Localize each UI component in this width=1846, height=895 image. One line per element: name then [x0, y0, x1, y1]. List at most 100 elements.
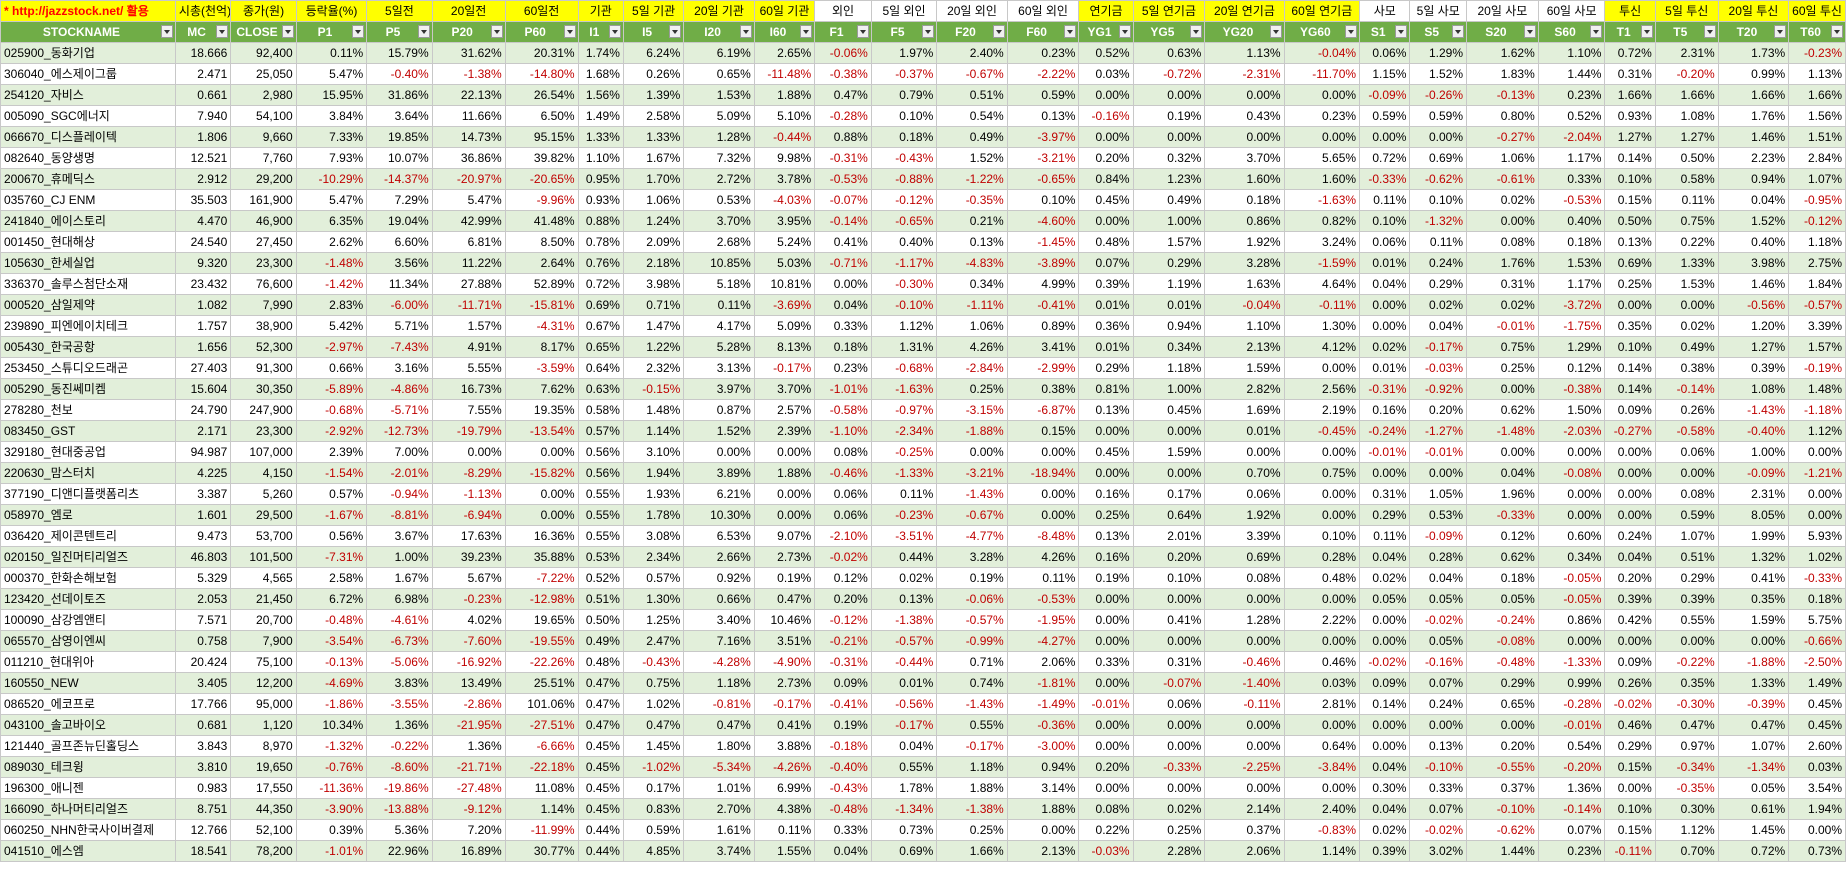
- stock-name-cell[interactable]: 241840_에이스토리: [0, 210, 176, 232]
- filter-dropdown-icon[interactable]: [992, 25, 1005, 38]
- data-cell[interactable]: 22.96%: [366, 840, 433, 862]
- data-cell[interactable]: -2.01%: [366, 462, 433, 484]
- data-cell[interactable]: 2.70%: [683, 798, 755, 820]
- data-cell[interactable]: 7.571: [174, 609, 232, 631]
- data-cell[interactable]: 1.88%: [1006, 798, 1080, 820]
- data-cell[interactable]: 15.95%: [295, 84, 368, 106]
- data-cell[interactable]: 4.64%: [1283, 273, 1361, 295]
- table-row[interactable]: 005290_동진쎄미켐 15.604 30,350 -5.89% -4.86% 16.7…: [0, 378, 1846, 400]
- data-cell[interactable]: 5.36%: [366, 819, 433, 841]
- data-cell[interactable]: 1.29%: [1537, 336, 1606, 358]
- stock-name-cell[interactable]: 020150_일진머티리얼즈: [0, 546, 176, 568]
- data-cell[interactable]: 7.62%: [504, 378, 579, 400]
- data-cell[interactable]: 1.36%: [366, 714, 433, 736]
- data-cell[interactable]: 0.00%: [504, 441, 579, 463]
- data-cell[interactable]: -0.05%: [1537, 567, 1606, 589]
- data-cell[interactable]: 1.53%: [1537, 252, 1606, 274]
- data-cell[interactable]: 0.00%: [1204, 630, 1285, 652]
- data-cell[interactable]: 24.540: [174, 231, 232, 253]
- stock-name-cell[interactable]: 160550_NEW: [0, 672, 176, 694]
- data-cell[interactable]: 6.53%: [683, 525, 755, 547]
- data-cell[interactable]: 1.92%: [1204, 504, 1285, 526]
- data-cell[interactable]: 3.14%: [1006, 777, 1080, 799]
- data-cell[interactable]: 0.00%: [1409, 126, 1468, 148]
- data-cell[interactable]: 27.403: [174, 357, 232, 379]
- column-header-f5[interactable]: F5: [870, 21, 938, 43]
- data-cell[interactable]: 8.05%: [1717, 504, 1790, 526]
- data-cell[interactable]: 20.424: [174, 651, 232, 673]
- data-cell[interactable]: 5.67%: [431, 567, 506, 589]
- data-cell[interactable]: 29,500: [230, 504, 297, 526]
- data-cell[interactable]: -0.13%: [295, 651, 368, 673]
- data-cell[interactable]: 1.80%: [683, 735, 755, 757]
- data-cell[interactable]: 7.16%: [683, 630, 755, 652]
- data-cell[interactable]: -1.38%: [431, 63, 506, 85]
- data-cell[interactable]: 1.13%: [1204, 42, 1285, 64]
- data-cell[interactable]: -3.55%: [366, 693, 433, 715]
- data-cell[interactable]: 1.07%: [1788, 168, 1846, 190]
- stock-name-cell[interactable]: 121440_골프존뉴딘홀딩스: [0, 735, 176, 757]
- table-row[interactable]: 239890_피엔에이치테크 1.757 38,900 5.42% 5.71% 1.57%…: [0, 315, 1846, 337]
- data-cell[interactable]: 3.41%: [1006, 336, 1080, 358]
- column-header-yg60[interactable]: YG60: [1283, 21, 1361, 43]
- data-cell[interactable]: 1.66%: [1604, 84, 1656, 106]
- data-cell[interactable]: -4.03%: [753, 189, 816, 211]
- data-cell[interactable]: 1.27%: [1717, 336, 1790, 358]
- data-cell[interactable]: 0.00%: [1204, 735, 1285, 757]
- data-cell[interactable]: 0.00%: [1283, 588, 1361, 610]
- data-cell[interactable]: -0.31%: [1359, 378, 1411, 400]
- data-cell[interactable]: 0.39%: [1654, 588, 1719, 610]
- data-cell[interactable]: 0.16%: [1078, 546, 1134, 568]
- data-cell[interactable]: 0.25%: [936, 819, 1008, 841]
- data-cell[interactable]: 5.28%: [683, 336, 755, 358]
- data-cell[interactable]: 25,050: [230, 63, 297, 85]
- data-cell[interactable]: -0.88%: [870, 168, 938, 190]
- data-cell[interactable]: -4.60%: [1006, 210, 1080, 232]
- data-cell[interactable]: -3.69%: [753, 294, 816, 316]
- data-cell[interactable]: 5,260: [230, 483, 297, 505]
- data-cell[interactable]: -5.71%: [366, 399, 433, 421]
- data-cell[interactable]: 0.59%: [1654, 504, 1719, 526]
- data-cell[interactable]: -0.81%: [683, 693, 755, 715]
- data-cell[interactable]: 0.52%: [1537, 105, 1606, 127]
- data-cell[interactable]: -1.13%: [431, 483, 506, 505]
- data-cell[interactable]: 0.07%: [1078, 252, 1134, 274]
- data-cell[interactable]: 8.17%: [504, 336, 579, 358]
- data-cell[interactable]: 0.00%: [1409, 714, 1468, 736]
- data-cell[interactable]: 0.74%: [936, 672, 1008, 694]
- data-cell[interactable]: -0.09%: [1409, 525, 1468, 547]
- data-cell[interactable]: 1.46%: [1717, 273, 1790, 295]
- data-cell[interactable]: 6.72%: [295, 588, 368, 610]
- data-cell[interactable]: -3.90%: [295, 798, 368, 820]
- data-cell[interactable]: -0.37%: [870, 63, 938, 85]
- data-cell[interactable]: 0.08%: [1466, 231, 1539, 253]
- filter-dropdown-icon[interactable]: [608, 25, 621, 38]
- table-row[interactable]: 036420_제이콘텐트리 9.473 53,700 0.56% 3.67% 17.63%…: [0, 525, 1846, 547]
- data-cell[interactable]: -0.38%: [1537, 378, 1606, 400]
- data-cell[interactable]: 44,350: [230, 798, 297, 820]
- data-cell[interactable]: 0.00%: [1788, 819, 1846, 841]
- data-cell[interactable]: 2.28%: [1132, 840, 1206, 862]
- data-cell[interactable]: -0.48%: [295, 609, 368, 631]
- data-cell[interactable]: 1.28%: [683, 126, 755, 148]
- stock-name-cell[interactable]: 011210_현대위아: [0, 651, 176, 673]
- data-cell[interactable]: 0.01%: [1132, 294, 1206, 316]
- data-cell[interactable]: -0.27%: [1604, 420, 1656, 442]
- data-cell[interactable]: 0.51%: [577, 588, 624, 610]
- data-cell[interactable]: 1.18%: [683, 672, 755, 694]
- data-cell[interactable]: -0.61%: [1466, 168, 1539, 190]
- data-cell[interactable]: 0.05%: [1359, 588, 1411, 610]
- data-cell[interactable]: -0.03%: [1078, 840, 1134, 862]
- data-cell[interactable]: 6.24%: [622, 42, 685, 64]
- data-cell[interactable]: -1.48%: [295, 252, 368, 274]
- data-cell[interactable]: 2.60%: [1788, 735, 1846, 757]
- data-cell[interactable]: 7.33%: [295, 126, 368, 148]
- data-cell[interactable]: 1.59%: [1132, 441, 1206, 463]
- data-cell[interactable]: -8.29%: [431, 462, 506, 484]
- data-cell[interactable]: -11.36%: [295, 777, 368, 799]
- data-cell[interactable]: 0.00%: [1466, 441, 1539, 463]
- data-cell[interactable]: 161,900: [230, 189, 297, 211]
- data-cell[interactable]: -27.48%: [431, 777, 506, 799]
- table-row[interactable]: 089030_테크윙 3.810 19,650 -0.76% -8.60% -21.71%…: [0, 756, 1846, 778]
- data-cell[interactable]: 1.00%: [366, 546, 433, 568]
